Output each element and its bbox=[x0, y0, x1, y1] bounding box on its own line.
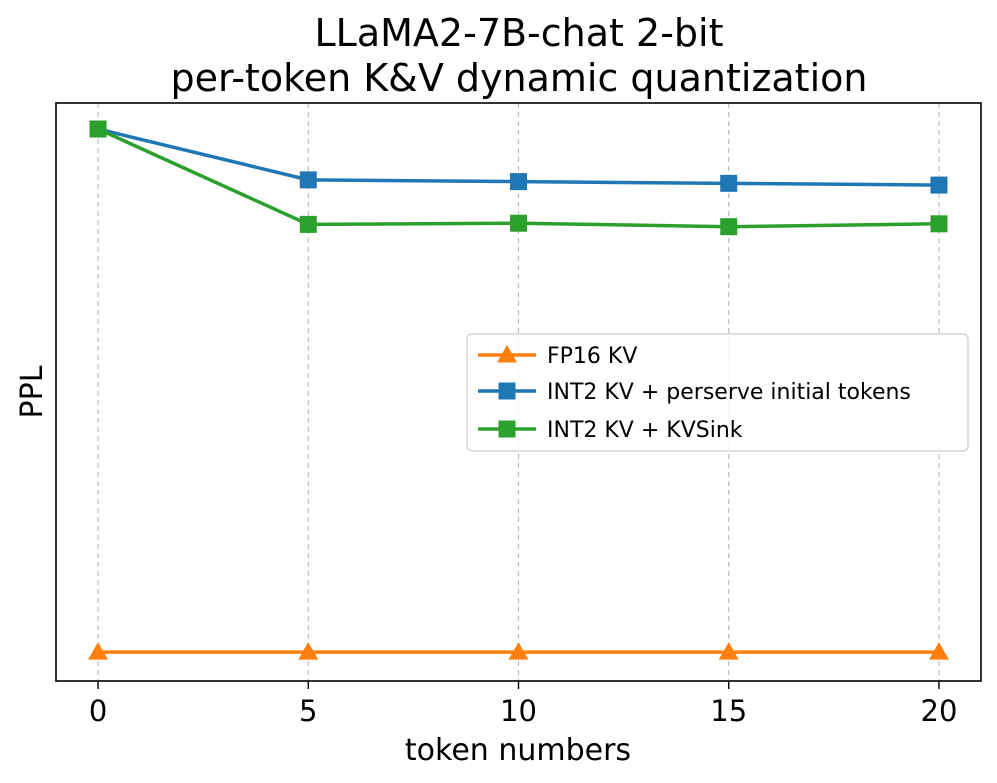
data-point bbox=[510, 173, 527, 191]
legend-marker bbox=[497, 345, 517, 363]
data-point bbox=[928, 642, 949, 660]
legend: FP16 KV INT2 KV + perserve initial tokens… bbox=[466, 333, 969, 452]
data-point bbox=[89, 120, 107, 138]
legend-item: FP16 KV bbox=[478, 344, 637, 369]
legend-label: INT2 KV + KVSink bbox=[547, 418, 743, 443]
data-point bbox=[720, 218, 738, 236]
chart-title-line2: per-token K&V dynamic quantization bbox=[171, 56, 868, 100]
data-point bbox=[299, 171, 317, 189]
y-axis-label: PPL bbox=[15, 365, 50, 418]
x-tick-label: 15 bbox=[710, 694, 747, 728]
x-tick-label: 20 bbox=[921, 694, 958, 728]
legend-marker bbox=[498, 382, 516, 400]
data-point bbox=[720, 174, 738, 192]
x-axis-label: token numbers bbox=[405, 733, 631, 768]
legend-marker bbox=[498, 420, 516, 438]
legend-item: INT2 KV + KVSink bbox=[478, 418, 743, 443]
data-point bbox=[508, 642, 529, 660]
data-point bbox=[299, 215, 317, 233]
series-3 bbox=[89, 120, 948, 236]
data-point bbox=[510, 214, 527, 232]
data-point bbox=[718, 642, 739, 660]
data-point bbox=[88, 642, 109, 660]
x-tick-label: 10 bbox=[500, 694, 537, 728]
legend-label: INT2 KV + perserve initial tokens bbox=[547, 380, 911, 405]
data-point bbox=[930, 176, 948, 194]
data-point bbox=[930, 215, 948, 233]
chart-title-line1: LLaMA2-7B-chat 2-bit bbox=[315, 11, 724, 55]
x-tick-label: 0 bbox=[89, 694, 107, 728]
series-layer bbox=[88, 120, 949, 660]
legend-frame bbox=[466, 333, 969, 452]
legend-label: FP16 KV bbox=[547, 344, 637, 369]
x-tick-label: 5 bbox=[299, 694, 317, 728]
legend-item: INT2 KV + perserve initial tokens bbox=[478, 380, 911, 405]
x-axis-ticks: 0 5 10 15 20 bbox=[89, 681, 958, 728]
series-1 bbox=[88, 642, 949, 660]
data-point bbox=[298, 642, 319, 660]
legend-items: FP16 KV INT2 KV + perserve initial tokens… bbox=[478, 344, 911, 443]
